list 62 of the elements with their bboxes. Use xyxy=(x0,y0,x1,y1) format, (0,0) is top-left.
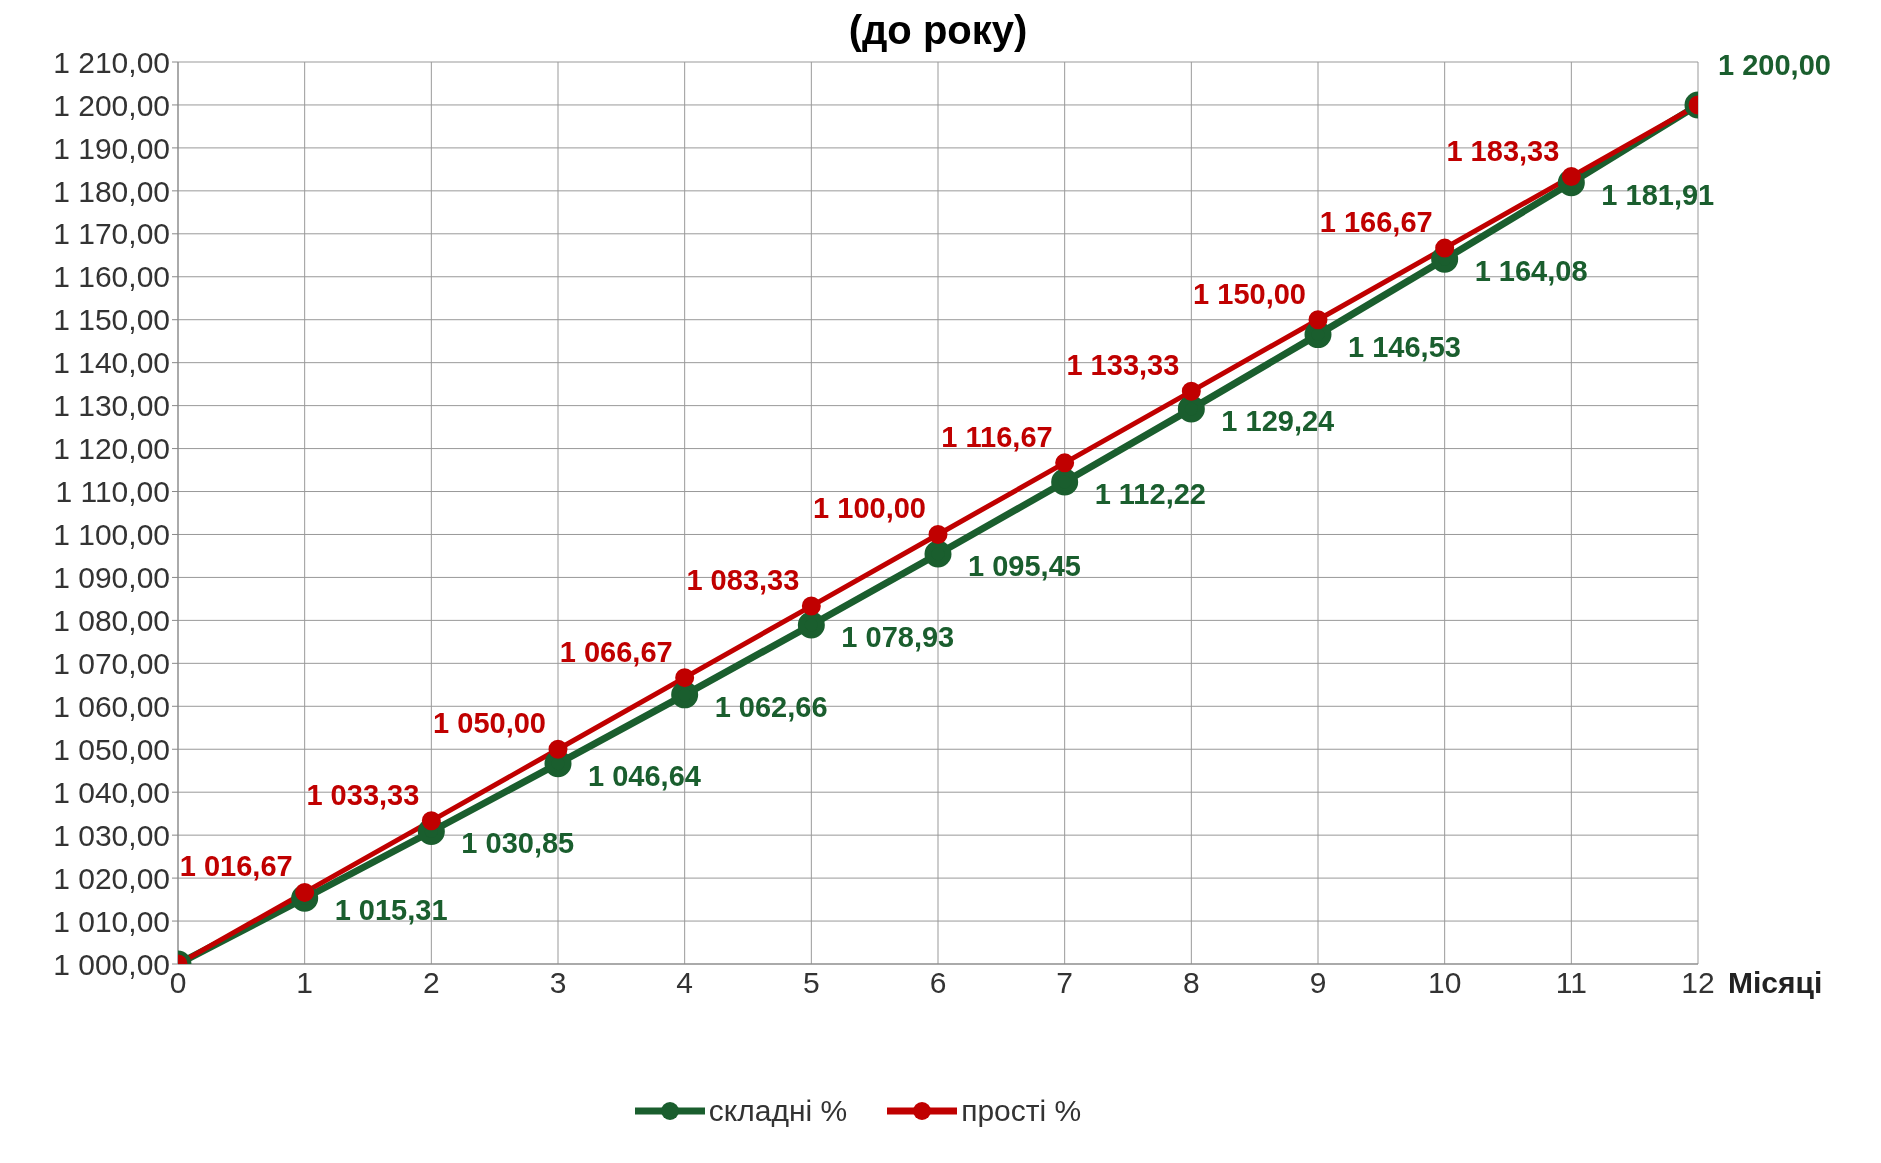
y-tick-label: 1 100,00 xyxy=(53,518,170,552)
x-tick-label: 9 xyxy=(1309,966,1327,1000)
data-label: 1 062,66 xyxy=(714,690,828,723)
data-label: 1 095,45 xyxy=(968,550,1081,583)
y-tick-label: 1 210,00 xyxy=(53,45,170,79)
data-label: 1 083,33 xyxy=(686,564,800,597)
y-tick-label: 1 080,00 xyxy=(53,604,170,638)
data-label: 1 200,00 xyxy=(1718,48,1831,81)
x-tick-label: 12 xyxy=(1681,966,1715,1000)
y-tick-label: 1 060,00 xyxy=(53,689,170,723)
x-tick-label: 3 xyxy=(549,966,567,1000)
data-label: 1 133,33 xyxy=(1066,349,1180,382)
x-tick-label: 5 xyxy=(802,966,820,1000)
data-label: 1 183,33 xyxy=(1446,134,1560,167)
x-tick-label: 1 xyxy=(296,966,314,1000)
data-label: 1 016,67 xyxy=(179,850,293,883)
data-label: 1 129,24 xyxy=(1221,404,1335,437)
data-label: 1 150,00 xyxy=(1193,277,1306,310)
y-tick-label: 1 020,00 xyxy=(53,861,170,895)
chart-title: (до року) xyxy=(848,8,1028,52)
x-tick-label: 0 xyxy=(169,966,187,1000)
y-tick-label: 1 160,00 xyxy=(53,260,170,294)
data-label: 1 112,22 xyxy=(1094,477,1206,510)
y-tick-label: 1 190,00 xyxy=(53,131,170,165)
y-tick-label: 1 010,00 xyxy=(53,904,170,938)
y-tick-label: 1 130,00 xyxy=(53,389,170,423)
x-tick-label: 11 xyxy=(1555,966,1587,1000)
data-label: 1 116,67 xyxy=(941,420,1053,453)
data-label: 1 015,31 xyxy=(334,894,448,927)
data-label: 1 046,64 xyxy=(588,759,701,792)
y-tick-label: 1 050,00 xyxy=(53,732,170,766)
legend-label: прості % xyxy=(961,1094,1082,1128)
y-tick-label: 1 070,00 xyxy=(53,646,170,680)
x-axis-title: Місяці xyxy=(1728,965,1823,999)
y-tick-label: 1 200,00 xyxy=(53,88,170,122)
y-tick-label: 1 120,00 xyxy=(53,432,170,466)
x-tick-label: 2 xyxy=(422,966,440,1000)
x-tick-label: 4 xyxy=(676,966,694,1000)
y-tick-label: 1 170,00 xyxy=(53,217,170,251)
x-tick-label: 8 xyxy=(1182,966,1200,1000)
data-label: 1 050,00 xyxy=(433,707,546,740)
data-label: 1 181,91 xyxy=(1601,178,1715,211)
data-label: 1 146,53 xyxy=(1348,330,1461,363)
x-tick-label: 6 xyxy=(929,966,947,1000)
legend-label: складні % xyxy=(708,1094,848,1128)
y-tick-label: 1 110,00 xyxy=(55,475,170,509)
y-tick-label: 1 000,00 xyxy=(53,947,170,981)
y-tick-label: 1 140,00 xyxy=(53,346,170,380)
data-label: 1 166,67 xyxy=(1319,206,1433,239)
y-tick-label: 1 150,00 xyxy=(53,303,170,337)
x-tick-label: 10 xyxy=(1427,966,1462,1000)
y-tick-label: 1 040,00 xyxy=(53,775,170,809)
y-tick-label: 1 030,00 xyxy=(53,818,170,852)
y-tick-label: 1 090,00 xyxy=(53,561,170,595)
data-label: 1 030,85 xyxy=(461,827,575,860)
data-label: 1 033,33 xyxy=(306,778,420,811)
x-tick-label: 7 xyxy=(1056,966,1074,1000)
data-label: 1 164,08 xyxy=(1474,255,1588,288)
y-tick-label: 1 180,00 xyxy=(53,174,170,208)
data-label: 1 100,00 xyxy=(813,492,926,525)
data-label: 1 066,67 xyxy=(559,635,673,668)
data-label: 1 078,93 xyxy=(841,620,955,653)
